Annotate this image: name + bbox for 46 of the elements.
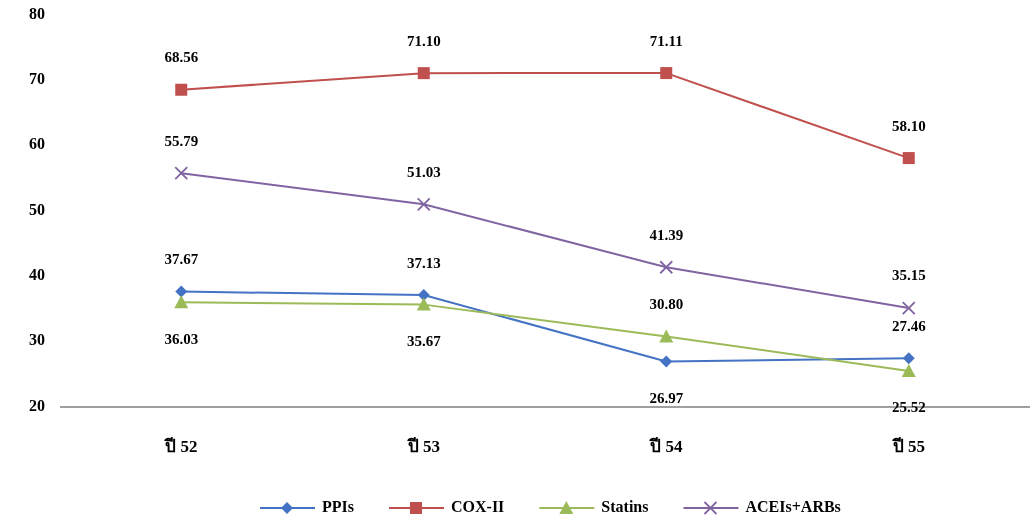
point <box>659 260 674 275</box>
y-tick-label: 20 <box>29 396 45 414</box>
legend-label: ACEIs+ARBs <box>745 497 841 515</box>
y-tick-label: 40 <box>29 266 45 284</box>
data-label: 30.80 <box>649 295 684 312</box>
data-label: 27.46 <box>891 317 927 334</box>
point <box>417 67 430 80</box>
data-label: 35.67 <box>406 333 442 350</box>
y-tick-label: 50 <box>29 200 45 218</box>
point <box>174 166 189 181</box>
point <box>174 295 189 309</box>
point <box>902 352 915 365</box>
point <box>416 197 431 212</box>
y-tick-label: 30 <box>29 331 45 349</box>
y-tick-label: 80 <box>29 4 45 22</box>
data-label: 35.15 <box>891 267 926 284</box>
point <box>416 297 431 311</box>
x-tick-label: ปี 52 <box>164 435 198 456</box>
point <box>902 152 915 165</box>
point <box>175 83 188 96</box>
data-label: 26.97 <box>649 389 684 406</box>
legend-label: Statins <box>601 497 649 515</box>
data-label: 58.10 <box>891 117 926 134</box>
data-label: 25.52 <box>891 399 926 416</box>
point <box>660 355 673 368</box>
y-tick-label: 60 <box>29 135 45 153</box>
point <box>175 285 188 298</box>
x-tick-label: ปี 55 <box>891 435 925 456</box>
data-label: 68.56 <box>164 49 199 66</box>
y-tick-label: 70 <box>29 70 45 88</box>
point <box>901 301 916 315</box>
data-label: 51.03 <box>406 163 441 180</box>
data-label: 37.13 <box>406 254 441 271</box>
point <box>901 363 916 377</box>
x-tick-label: ปี 54 <box>649 435 683 456</box>
data-label: 41.39 <box>649 226 684 243</box>
data-label: 37.67 <box>164 250 199 267</box>
point <box>660 67 673 80</box>
data-label: 36.03 <box>164 330 199 347</box>
x-tick-label: ปี 53 <box>406 435 440 456</box>
data-label: 71.10 <box>406 32 441 49</box>
data-label: 71.11 <box>649 32 683 49</box>
data-label: 55.79 <box>164 132 199 149</box>
legend-label: COX-II <box>451 497 505 515</box>
point <box>659 329 674 343</box>
legend-label: PPIs <box>322 497 354 515</box>
